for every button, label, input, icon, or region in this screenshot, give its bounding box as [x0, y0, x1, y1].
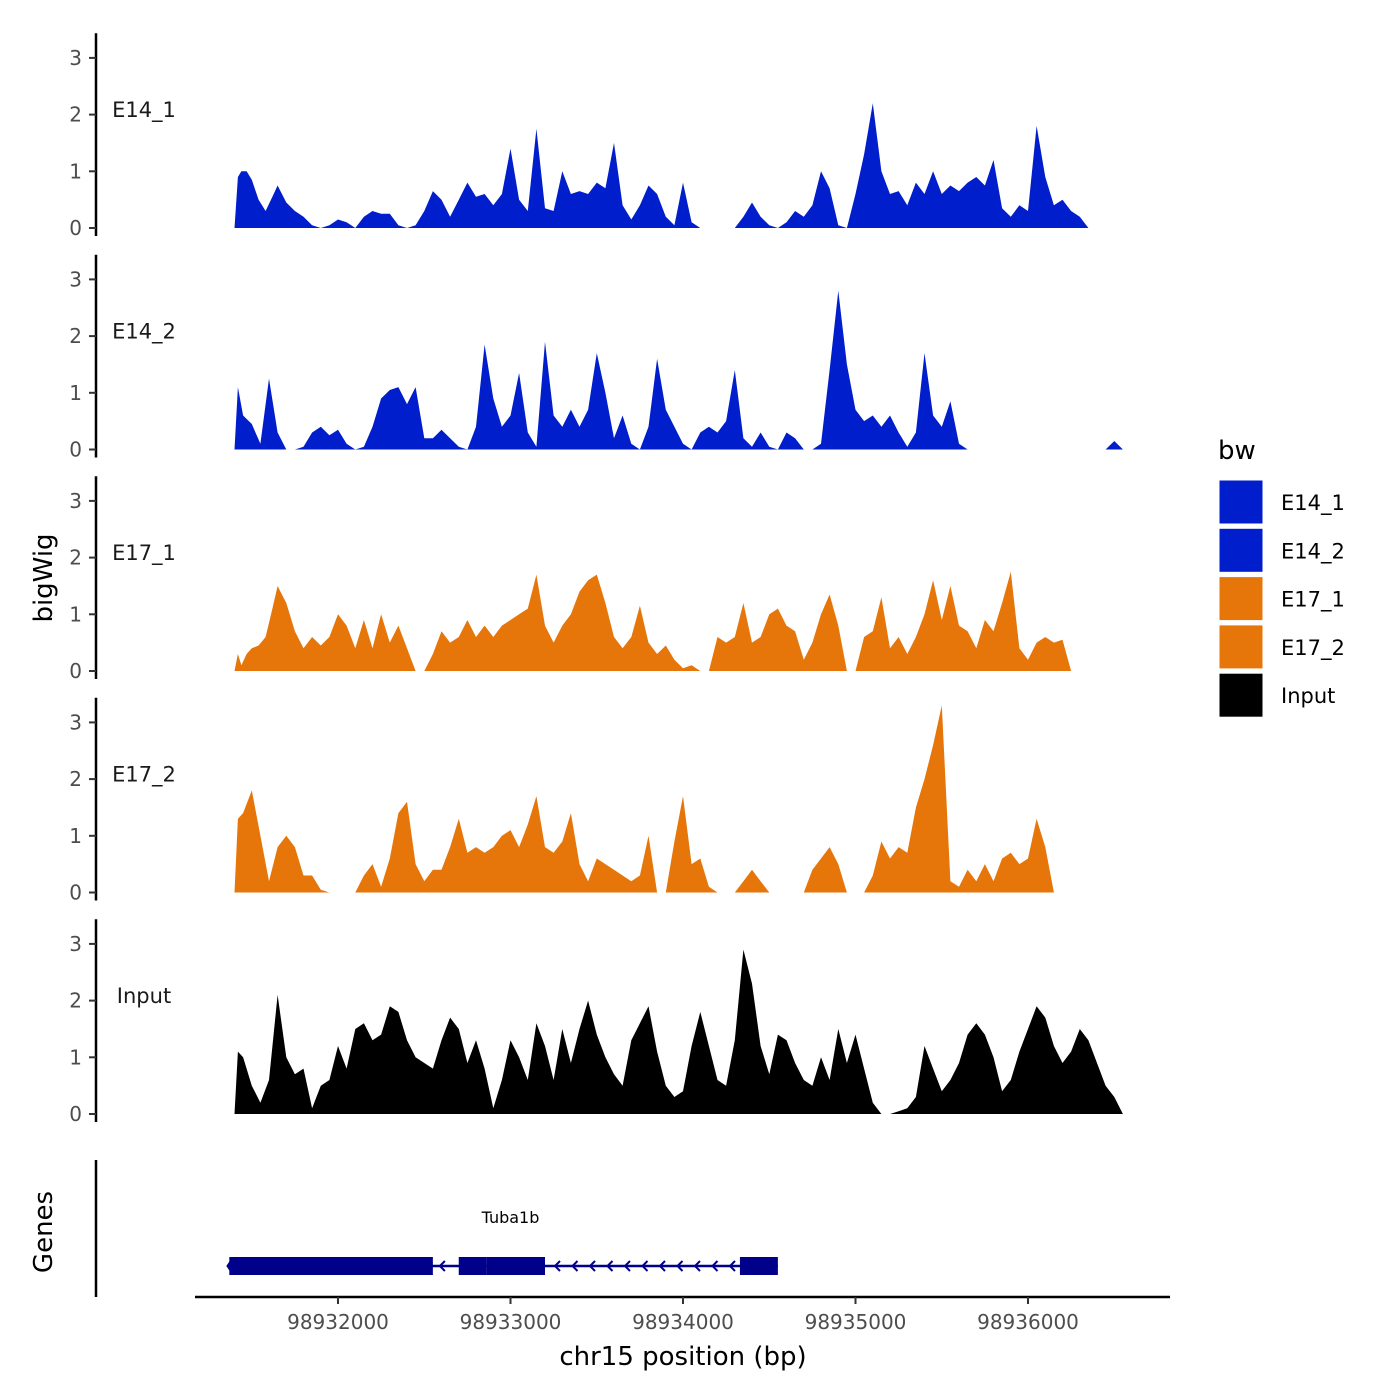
y-tick-label: 0: [69, 659, 82, 683]
gene-Tuba1b: Tuba1b: [226, 1208, 778, 1275]
y-tick-label: 3: [69, 710, 82, 734]
legend-label-E17_2: E17_2: [1281, 636, 1345, 661]
legend: bw E14_1 E14_2 E17_1 E17_2 Input: [1218, 436, 1345, 718]
gene-exon: [739, 1257, 778, 1275]
legend-swatch-E17_2: [1218, 624, 1264, 670]
coverage-area-E14_2: [234, 290, 1123, 450]
strand-arrow: [588, 1260, 596, 1272]
y-tick-label: 2: [69, 546, 82, 570]
genes-layer: Tuba1b: [94, 1160, 778, 1297]
strand-arrow: [711, 1260, 719, 1272]
y-tick-label: 3: [69, 489, 82, 513]
tracks-layer: 0 1 2 3 E14_1 0 1 2 3 E14_2 0 1 2 3 E17_1 0 1 2 3 E17_2 0 1 2 3…: [69, 33, 1123, 1126]
strand-arrow: [553, 1260, 561, 1272]
strand-arrow: [676, 1260, 684, 1272]
y-tick-label: 0: [69, 881, 82, 905]
x-tick-label: 98933000: [460, 1310, 562, 1334]
track-E17_1: 0 1 2 3 E17_1: [69, 476, 1123, 683]
legend-swatch-E14_2: [1218, 527, 1264, 573]
y-tick-label: 3: [69, 932, 82, 956]
y-tick-label: 0: [69, 438, 82, 462]
strand-arrow: [438, 1260, 446, 1272]
x-tick-label: 98936000: [977, 1310, 1079, 1334]
strand-arrow: [606, 1260, 614, 1272]
x-tick-label: 98935000: [805, 1310, 907, 1334]
x-axis: 98932000 98933000 98934000 98935000 98936000: [195, 1295, 1170, 1334]
x-axis-title: chr15 position (bp): [559, 1342, 806, 1372]
gene-exon: [458, 1257, 487, 1275]
legend-swatch-E14_1: [1218, 479, 1264, 525]
y-tick-label: 2: [69, 103, 82, 127]
strand-arrow: [728, 1260, 736, 1272]
y-tick-label: 2: [69, 324, 82, 348]
legend-label-E17_1: E17_1: [1281, 588, 1345, 613]
track-E14_1: 0 1 2 3 E14_1: [69, 33, 1123, 240]
track-E14_2: 0 1 2 3 E14_2: [69, 254, 1123, 462]
genes-axis-title: Genes: [29, 1191, 59, 1273]
legend-label-Input: Input: [1281, 684, 1335, 708]
track-label: E14_2: [112, 320, 176, 345]
y-axis-title: bigWig: [29, 533, 59, 622]
y-tick-label: 1: [69, 602, 82, 626]
y-tick-label: 1: [69, 381, 82, 405]
strand-arrow: [658, 1260, 666, 1272]
y-tick-label: 1: [69, 1045, 82, 1069]
strand-arrow: [623, 1260, 631, 1272]
y-tick-label: 1: [69, 159, 82, 183]
legend-title: bw: [1218, 436, 1256, 466]
y-tick-label: 3: [69, 267, 82, 291]
track-label: E17_1: [112, 541, 176, 566]
y-tick-label: 2: [69, 767, 82, 791]
gene-exon: [486, 1257, 545, 1275]
strand-arrow: [693, 1260, 701, 1272]
track-E17_2: 0 1 2 3 E17_2: [69, 697, 1123, 905]
coverage-area-E14_1: [234, 103, 1123, 228]
track-label: E17_2: [112, 763, 176, 788]
strand-arrow: [571, 1260, 579, 1272]
track-label: E14_1: [112, 98, 176, 123]
x-tick-label: 98932000: [287, 1310, 389, 1334]
legend-swatch-Input: [1218, 672, 1264, 718]
y-tick-label: 0: [69, 216, 82, 240]
coverage-area-E17_1: [234, 571, 1123, 671]
track-label: Input: [117, 984, 171, 1008]
gene-start-tip: [226, 1257, 233, 1275]
legend-label-E14_2: E14_2: [1281, 539, 1345, 564]
y-tick-label: 3: [69, 46, 82, 70]
coverage-area-Input: [234, 949, 1123, 1114]
gene-exon: [229, 1257, 433, 1275]
y-tick-label: 2: [69, 989, 82, 1013]
legend-swatch-E17_1: [1218, 576, 1264, 622]
coverage-area-E17_2: [234, 705, 1123, 893]
gene-name-label: Tuba1b: [481, 1208, 540, 1227]
y-tick-label: 0: [69, 1102, 82, 1126]
strand-arrow: [641, 1260, 649, 1272]
y-tick-label: 1: [69, 824, 82, 848]
x-tick-label: 98934000: [632, 1310, 734, 1334]
legend-label-E14_1: E14_1: [1281, 491, 1345, 516]
track-Input: 0 1 2 3 Input: [69, 919, 1123, 1126]
